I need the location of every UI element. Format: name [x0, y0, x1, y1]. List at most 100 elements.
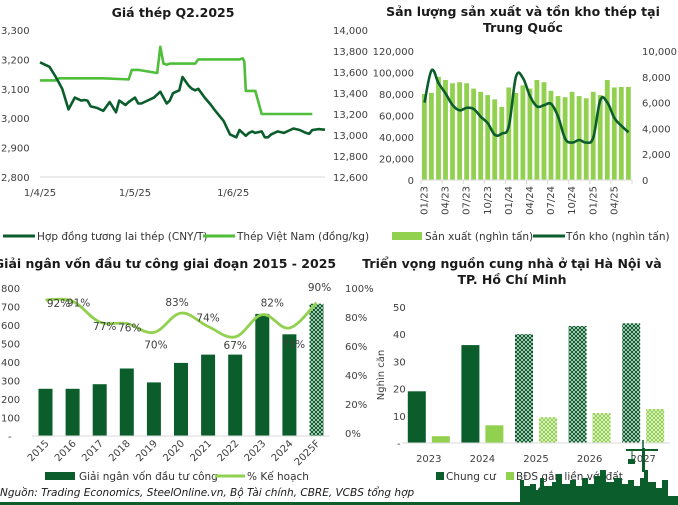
- bar-apartment-forecast: [568, 326, 587, 443]
- x-tick-label: 1/4/25: [24, 188, 56, 199]
- bar-production: [457, 82, 462, 180]
- y-right-tick-label: 13,800: [333, 47, 368, 58]
- data-label-percent: 91%: [67, 297, 90, 309]
- line-inventory: [423, 68, 630, 145]
- x-tick-label: 04/25: [609, 186, 620, 215]
- bar-disbursement: [282, 334, 297, 437]
- y-left-tick-label: 700: [1, 303, 20, 314]
- y-right-tick-label: 0: [642, 176, 648, 187]
- legend-label-vn-steel: Thép Việt Nam (đồng/kg): [236, 231, 369, 243]
- line-futures: [39, 61, 326, 139]
- bar-production: [626, 87, 631, 180]
- source-note: Nguồn: Trading Economics, SteelOnline.vn…: [0, 487, 415, 499]
- x-tick-label: 2016: [53, 438, 79, 464]
- y-left-tick-label: 3,300: [1, 26, 30, 37]
- x-tick-label: 07/23: [462, 186, 473, 215]
- x-tick-label: 2026: [577, 454, 602, 465]
- x-tick-label: 07/24: [546, 186, 557, 215]
- data-label-percent: 70%: [144, 339, 167, 351]
- legend: Giải ngân vốn đầu tư công % Kế hoạch: [45, 471, 309, 483]
- y-right-tick-label: 6,000: [642, 99, 671, 110]
- series-lines: [39, 45, 326, 139]
- chart-china-production: Sản lượng sản xuất và tồn kho thép tại T…: [373, 4, 677, 243]
- y-left-tick-label: 600: [1, 321, 20, 332]
- chart-title: Giá thép Q2.2025: [112, 5, 235, 20]
- x-tick-label: 1/6/25: [217, 188, 249, 199]
- bars-production: [422, 76, 631, 181]
- y-left-tick-label: 120,000: [373, 47, 414, 58]
- x-tick-label: 10/23: [483, 186, 494, 215]
- legend: Sản xuất (nghìn tấn) Tồn kho (nghìn tấn): [392, 231, 670, 243]
- bar-production: [569, 91, 575, 180]
- legend-label-futures: Hợp đồng tương lai thép (CNY/T): [37, 231, 208, 243]
- bar-production: [534, 80, 540, 180]
- bar-disbursement: [65, 388, 80, 436]
- bar-production: [541, 82, 547, 180]
- x-tick-label: 2025: [523, 454, 548, 465]
- x-tick-label: 2018: [107, 438, 133, 464]
- city-skyline-decoration: [520, 440, 678, 505]
- bar-disbursement: [92, 384, 107, 436]
- data-label-percent: 76%: [118, 323, 141, 335]
- line-vn-steel: [40, 45, 313, 116]
- y-axis-left: 3,300 3,200 3,100 3,000 2,900 2,800: [1, 26, 30, 184]
- data-label-percent: 90%: [308, 282, 331, 294]
- legend-swatch-landed: [506, 472, 514, 480]
- legend-label-plan: % Kế hoạch: [247, 471, 309, 483]
- chart-title: Giải ngân vốn đầu tư công giai đoạn 2015…: [0, 256, 336, 271]
- y-right-tick-label: 0%: [345, 429, 361, 440]
- x-tick-label: 2017: [80, 438, 106, 464]
- bar-disbursement: [119, 368, 134, 436]
- y-right-tick-label: 13,400: [333, 89, 368, 100]
- bar-production: [450, 83, 455, 181]
- bar-production: [520, 85, 526, 180]
- bar-apartment: [461, 345, 480, 443]
- y-right-tick-label: 60%: [345, 342, 367, 353]
- bar-production: [611, 87, 617, 180]
- y-right-tick-label: 80%: [345, 313, 367, 324]
- bar-production: [548, 90, 554, 180]
- x-tick-label: 10/24: [567, 186, 578, 215]
- x-axis-ticks: 01/23 04/23 07/23 10/23 01/24 04/24 07/24 10/24…: [420, 186, 621, 215]
- y-axis-left: 120,000 100,000 80,000 60,000 40,000 20,000 0: [373, 47, 414, 187]
- bar-production: [513, 92, 519, 180]
- y-left-tick-label: 0: [408, 176, 414, 187]
- x-tick-label: 2023: [416, 454, 441, 465]
- y-left-tick-label: 400: [1, 358, 20, 369]
- y-tick-label: 30: [393, 357, 406, 368]
- y-axis-label: Nghìn căn: [375, 350, 387, 400]
- data-label-percent: 92%: [47, 298, 70, 310]
- legend-swatch-disbursement: [45, 472, 75, 480]
- y-left-tick-label: 100,000: [373, 69, 414, 80]
- bar-landed: [431, 436, 450, 443]
- y-right-tick-label: 20%: [345, 400, 367, 411]
- chart-title-line-2: TP. Hồ Chí Minh: [457, 272, 566, 287]
- y-axis-left: 800 700 600 500 400 300 200 100 -: [1, 284, 20, 443]
- legend-swatch-production: [392, 232, 422, 240]
- y-right-tick-label: 4,000: [642, 124, 671, 135]
- y-right-tick-label: 13,600: [333, 68, 368, 79]
- y-left-tick-label: 2,900: [1, 144, 30, 155]
- bar-production: [618, 87, 624, 180]
- bar-production: [443, 80, 448, 180]
- bar-landed-forecast: [592, 413, 611, 443]
- bar-production: [464, 83, 469, 181]
- y-right-tick-label: 40%: [345, 371, 367, 382]
- y-axis-right: 10,000 8,000 6,000 4,000 2,000 0: [642, 47, 677, 187]
- bar-production: [604, 80, 610, 180]
- bar-production: [597, 95, 603, 180]
- bar-production: [422, 94, 427, 180]
- y-right-tick-label: 14,000: [333, 26, 368, 37]
- y-tick-label: 50: [393, 303, 406, 314]
- data-label-percent: 82%: [261, 298, 284, 310]
- bar-disbursement: [146, 382, 161, 436]
- y-tick-label: 40: [393, 330, 406, 341]
- y-tick-label: -: [397, 439, 401, 450]
- legend: Hợp đồng tương lai thép (CNY/T) Thép Việ…: [3, 231, 369, 243]
- x-tick-label: 2015: [26, 438, 52, 464]
- chart-title-line-1: Sản lượng sản xuất và tồn kho thép tại: [386, 4, 660, 19]
- bar-production: [471, 88, 476, 180]
- line-plan-percent: [45, 297, 318, 339]
- y-right-tick-label: 2,000: [642, 150, 671, 161]
